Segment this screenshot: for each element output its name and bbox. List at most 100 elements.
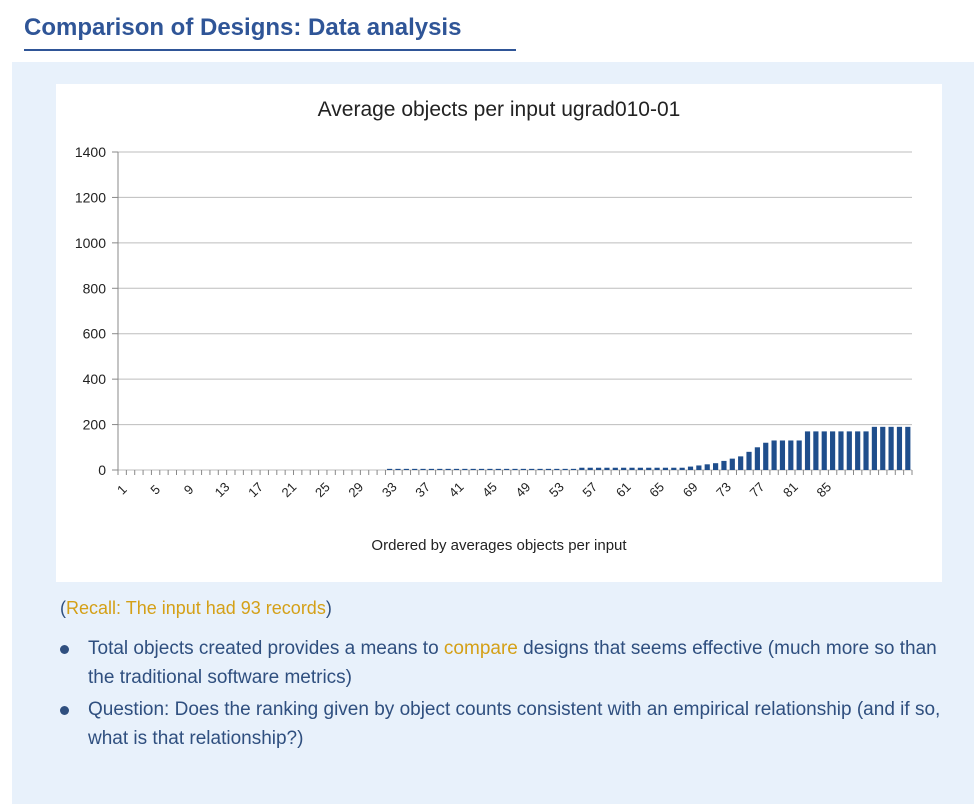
bullet-text: designs that seems effective (much more …	[88, 638, 937, 688]
x-tick-label: 17	[245, 479, 266, 500]
bar	[771, 440, 777, 470]
bar	[863, 431, 869, 470]
chart-card: Average objects per input ugrad010-01 0 2…	[56, 84, 942, 582]
x-tick-label: 49	[513, 479, 534, 500]
bar	[838, 431, 844, 470]
bar	[880, 426, 886, 470]
bar	[621, 467, 627, 470]
bar	[763, 442, 769, 470]
bar	[779, 440, 786, 470]
x-tick-label: 57	[579, 479, 600, 500]
bar	[796, 440, 802, 470]
x-axis-ticks: 1 5 9 13 17 21 25 29 33 37 41 45 49 53 57 61 65 69 73 77 81 8…	[114, 470, 913, 500]
recall-close-paren: )	[325, 598, 332, 618]
bullet-text: Total objects created provides a means t…	[88, 638, 444, 659]
bar	[646, 467, 652, 470]
x-tick-label: 61	[613, 479, 634, 500]
bar	[537, 468, 543, 470]
x-tick-label: 33	[379, 479, 400, 500]
x-tick-label: 65	[646, 479, 667, 500]
bar	[403, 468, 409, 470]
x-tick-label: 37	[412, 479, 433, 500]
recall-note: (Recall: The input had 93 records)	[60, 598, 332, 619]
bar	[629, 467, 635, 470]
y-tick-label: 1000	[75, 235, 106, 251]
bar	[453, 468, 460, 470]
y-tick-label: 200	[83, 417, 107, 433]
bar	[721, 460, 727, 470]
x-tick-label: 21	[279, 479, 300, 500]
x-tick-label: 25	[312, 479, 333, 500]
bar	[687, 466, 694, 470]
bar	[428, 468, 435, 470]
bar	[487, 468, 493, 470]
bar	[512, 468, 518, 470]
bar	[545, 468, 552, 470]
bar	[855, 431, 861, 470]
bullet-text: Question: Does the ranking given by obje…	[88, 699, 941, 749]
bar	[445, 468, 451, 470]
bar	[696, 465, 702, 470]
y-tick-label: 400	[83, 371, 107, 387]
bar	[412, 468, 418, 470]
bar	[738, 456, 744, 470]
bar	[846, 431, 852, 470]
bar	[387, 468, 393, 470]
bar	[830, 431, 836, 470]
bar	[679, 467, 685, 470]
bar	[729, 458, 735, 470]
y-tick-label: 0	[98, 462, 106, 478]
bar	[504, 468, 510, 470]
y-tick-label: 1400	[75, 144, 106, 160]
chart-title: Average objects per input ugrad010-01	[318, 98, 681, 121]
x-tick-label: 13	[212, 479, 233, 500]
bar	[462, 468, 468, 470]
bar	[570, 468, 577, 470]
bar	[888, 426, 894, 470]
bar	[804, 431, 811, 470]
bar	[813, 431, 819, 470]
bar	[671, 467, 677, 470]
y-tick-label: 600	[83, 326, 107, 342]
bar	[437, 468, 443, 470]
bar	[905, 426, 911, 470]
bar	[704, 464, 710, 470]
bar	[637, 467, 643, 470]
bar	[595, 467, 602, 470]
bar	[478, 468, 485, 470]
bullet-item-compare: Total objects created provides a means t…	[58, 634, 958, 692]
bar	[746, 451, 752, 470]
bar	[470, 468, 476, 470]
x-axis-label: Ordered by averages objects per input	[371, 537, 627, 554]
title-underline	[24, 49, 516, 51]
bar	[896, 426, 903, 470]
bar	[821, 431, 827, 470]
bar	[520, 468, 526, 470]
bar	[604, 467, 610, 470]
bar-chart: Average objects per input ugrad010-01 0 2…	[75, 98, 913, 554]
bar	[420, 468, 426, 470]
recall-open-paren: (	[60, 598, 66, 618]
recall-text: Recall: The input had 93 records	[66, 598, 326, 618]
bullet-list: Total objects created provides a means t…	[58, 634, 958, 756]
y-tick-label: 800	[83, 280, 107, 296]
bar	[562, 468, 568, 470]
slide-title: Comparison of Designs: Data analysis	[24, 14, 462, 41]
bar	[612, 467, 618, 470]
y-axis-ticks: 0 200 400 600 800 1000 1200 1400	[75, 144, 118, 478]
bullet-item-question: Question: Does the ranking given by obje…	[58, 695, 958, 753]
bar	[871, 426, 877, 470]
bar	[754, 447, 760, 470]
bar	[662, 467, 669, 470]
x-tick-label: 77	[747, 479, 768, 500]
x-tick-label: 1	[114, 482, 130, 498]
bar	[788, 440, 794, 470]
x-tick-label: 45	[479, 479, 500, 500]
chart-bars	[387, 426, 911, 470]
bar	[495, 468, 501, 470]
bullet-highlight: compare	[443, 638, 518, 659]
y-tick-label: 1200	[75, 189, 106, 205]
x-tick-label: 5	[147, 482, 163, 498]
bar	[654, 467, 660, 470]
x-tick-label: 85	[813, 479, 834, 500]
